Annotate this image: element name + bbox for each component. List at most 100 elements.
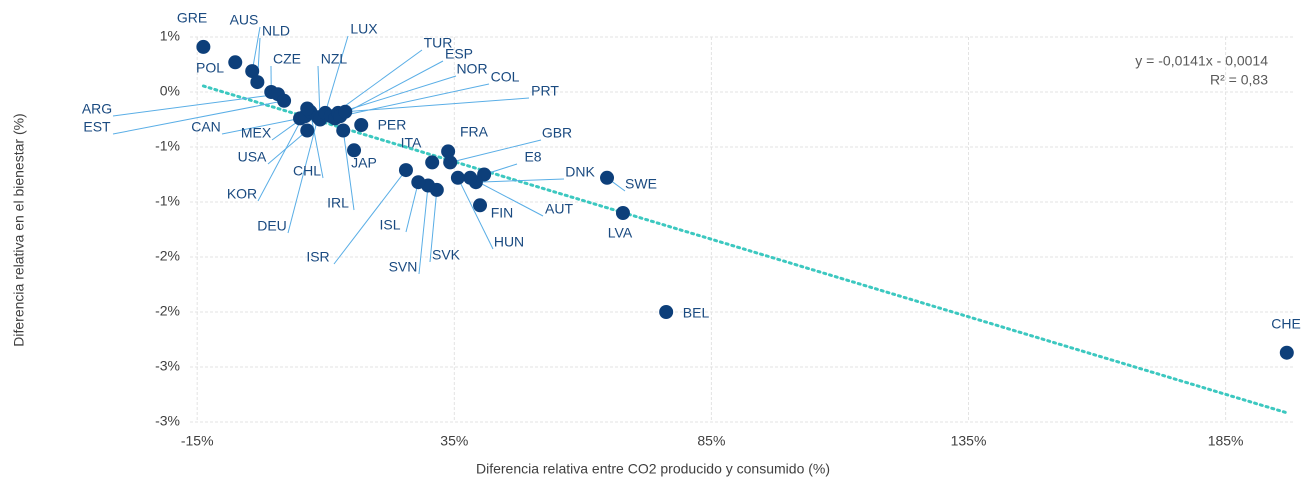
leader-line — [429, 189, 438, 263]
y-tick-label: -3% — [155, 413, 180, 429]
y-tick-label: -3% — [155, 358, 180, 374]
leader-line — [251, 26, 261, 72]
data-point — [398, 163, 413, 178]
point-label: ARG — [82, 101, 112, 117]
data-point — [425, 155, 440, 170]
point-label: COL — [491, 69, 520, 85]
leader-line — [345, 97, 530, 113]
x-tick-label: 185% — [1208, 433, 1244, 449]
point-label: NZL — [321, 51, 348, 67]
leader-line — [309, 111, 324, 179]
y-tick-label: -1% — [155, 138, 180, 154]
point-label: GRE — [177, 10, 207, 26]
leader-line — [340, 83, 490, 117]
trend-equation: y = -0,0141x - 0,0014 — [1135, 53, 1268, 69]
point-label: FRA — [460, 124, 489, 140]
data-point — [473, 198, 488, 213]
leader-line — [112, 93, 278, 117]
point-label: LUX — [350, 21, 378, 37]
point-label: FIN — [491, 205, 514, 221]
data-point — [300, 101, 315, 116]
point-label: GBR — [542, 125, 572, 141]
point-label: AUT — [545, 201, 573, 217]
data-point — [336, 123, 351, 138]
data-point — [354, 118, 369, 132]
point-label: PRT — [531, 83, 559, 99]
leader-line — [342, 130, 355, 211]
data-point — [347, 143, 362, 158]
point-label: NOR — [456, 61, 487, 77]
leader-line — [337, 75, 457, 114]
x-tick-label: 35% — [440, 433, 468, 449]
trend-r2: R² = 0,83 — [1210, 72, 1268, 88]
point-label: MEX — [241, 125, 272, 141]
y-tick-label: -2% — [155, 303, 180, 319]
data-point — [196, 39, 211, 54]
y-tick-label: -2% — [155, 248, 180, 264]
leader-line — [475, 178, 565, 183]
leader-line — [333, 169, 407, 265]
point-label: ESP — [445, 46, 473, 62]
point-label: POL — [196, 60, 224, 76]
x-tick-label: 135% — [951, 433, 987, 449]
point-label: E8 — [524, 149, 541, 165]
data-point — [300, 123, 315, 138]
data-point — [228, 55, 243, 70]
point-label: HUN — [494, 234, 524, 250]
point-label: USA — [238, 149, 267, 165]
point-label: CZE — [273, 51, 301, 67]
leader-line — [450, 139, 542, 163]
data-point — [411, 175, 426, 190]
point-label: ITA — [401, 135, 422, 151]
data-point — [600, 170, 615, 185]
point-label: SVN — [389, 259, 418, 275]
leader-line — [457, 177, 494, 250]
leader-line — [267, 130, 308, 165]
point-label: SVK — [432, 247, 461, 263]
leader-line — [418, 185, 429, 275]
data-point — [250, 75, 265, 90]
point-label: TUR — [424, 35, 453, 51]
leader-line — [324, 35, 349, 114]
point-label: CHL — [293, 163, 321, 179]
point-label: DEU — [257, 218, 287, 234]
leader-line — [405, 182, 419, 233]
data-point — [1279, 345, 1294, 360]
point-label: ISR — [306, 249, 329, 265]
point-label: DNK — [565, 164, 595, 180]
point-label: PER — [378, 117, 407, 133]
point-label: LVA — [608, 225, 633, 241]
point-label: JAP — [351, 155, 377, 171]
point-label: ISL — [379, 217, 400, 233]
trendline — [201, 84, 1289, 415]
point-label: CHE — [1271, 316, 1301, 332]
data-point — [277, 93, 292, 108]
point-label: BEL — [683, 305, 710, 321]
x-axis-title: Diferencia relativa entre CO2 producido … — [476, 461, 830, 477]
data-point — [659, 305, 674, 319]
leader-line — [221, 117, 301, 135]
x-tick-label: -15% — [181, 433, 214, 449]
data-point — [615, 206, 630, 220]
data-point — [441, 144, 456, 159]
leader-line — [112, 100, 285, 135]
data-point — [443, 155, 458, 170]
data-point — [338, 104, 353, 119]
data-point — [245, 64, 260, 79]
point-label: NLD — [262, 23, 290, 39]
y-axis-title: Diferencia relativa en el bienestar (%) — [11, 113, 27, 346]
point-label: AUS — [230, 12, 259, 28]
data-point — [463, 170, 478, 185]
point-label: IRL — [327, 195, 349, 211]
leader-line — [287, 117, 319, 234]
x-tick-label: 85% — [697, 433, 725, 449]
point-label: CAN — [191, 119, 221, 135]
y-tick-label: 1% — [160, 28, 180, 44]
y-tick-label: -1% — [155, 193, 180, 209]
data-point — [450, 170, 465, 185]
point-label: SWE — [625, 176, 657, 192]
leader-line — [334, 60, 444, 119]
point-label: KOR — [227, 186, 257, 202]
y-tick-label: 0% — [160, 83, 180, 99]
